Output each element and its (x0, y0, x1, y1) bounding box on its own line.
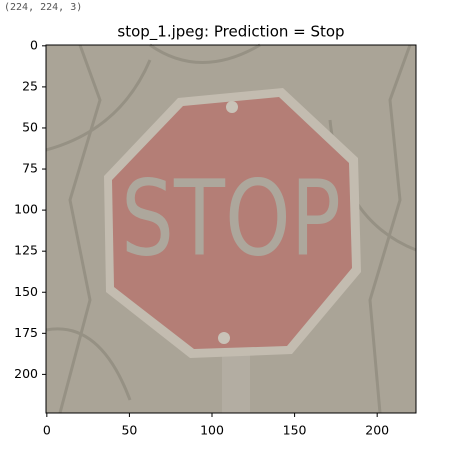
pole (222, 350, 250, 413)
x-tick-label: 100 (200, 423, 224, 438)
y-tick-label: 50 (22, 119, 38, 134)
x-tick-label: 200 (365, 423, 389, 438)
y-tick-label: 100 (14, 202, 38, 217)
sign-face (112, 97, 352, 349)
axes-frame (45, 44, 417, 414)
x-tick-label: 150 (283, 423, 307, 438)
bolt (218, 332, 230, 344)
branches (45, 43, 417, 414)
x-tick-label: 50 (121, 423, 137, 438)
y-tick-label: 175 (14, 325, 38, 340)
cell-output: (224, 224, 3) (4, 2, 83, 13)
chart-title: stop_1.jpeg: Prediction = Stop (117, 23, 344, 42)
image: STOP (45, 43, 417, 414)
y-tick-label: 75 (22, 161, 38, 176)
y-tick-label: 125 (14, 243, 38, 258)
x-tick-label: 0 (43, 423, 51, 438)
sign-text: STOP (121, 157, 341, 279)
bolt (226, 101, 238, 113)
axes: 0 50 100 150 200 0 25 50 75 100 125 150 175 200 (14, 37, 389, 437)
y-tick-label: 200 (14, 366, 38, 381)
y-tick-label: 150 (14, 284, 38, 299)
y-tick-label: 25 (22, 78, 38, 93)
y-tick-label: 0 (30, 37, 38, 52)
